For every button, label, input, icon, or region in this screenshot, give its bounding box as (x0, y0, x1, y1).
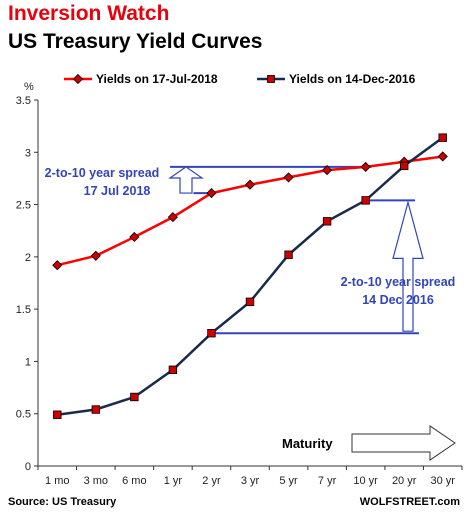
spread-2018-label: 2-to-10 year spread (45, 166, 160, 180)
y-tick-label: 1.5 (16, 304, 31, 316)
data-point-2016 (438, 133, 447, 142)
legend-label-2018: Yields on 17-Jul-2018 (96, 72, 218, 86)
x-tick-label: 3 mo (84, 475, 108, 487)
data-point-2018 (90, 250, 101, 261)
maturity-arrow (351, 425, 456, 461)
y-axis-unit: % (24, 81, 34, 93)
spread-2016-label: 2-to-10 year spread (341, 275, 456, 289)
data-point-2018 (360, 161, 371, 172)
data-point-2018 (437, 151, 448, 162)
x-tick-label: 5 yr (279, 475, 298, 487)
x-tick-label: 20 yr (392, 475, 417, 487)
data-point-2018 (206, 188, 217, 199)
data-point-2016 (130, 392, 139, 402)
data-point-2018 (167, 212, 178, 223)
data-point-2018 (244, 179, 256, 190)
data-point-2016 (322, 217, 332, 226)
chart-subtitle: US Treasury Yield Curves (8, 30, 263, 53)
data-point-2018 (322, 164, 333, 176)
spread-2016-date: 14 Dec 2016 (362, 293, 434, 307)
x-tick-label: 7 yr (318, 475, 337, 487)
data-point-2018 (52, 260, 63, 271)
legend-marker-2018 (72, 73, 84, 85)
data-point-2018 (283, 172, 294, 183)
x-tick-label: 10 yr (353, 475, 378, 487)
x-tick-label: 1 mo (45, 475, 69, 487)
maturity-label: Maturity (282, 436, 333, 451)
y-tick-label: 2 (25, 252, 31, 264)
spread-2018-date: 17 Jul 2018 (84, 184, 151, 198)
y-tick-label: 1 (25, 356, 31, 368)
data-point-2018 (129, 231, 140, 243)
data-point-2016 (361, 196, 370, 205)
y-tick-label: 0 (25, 461, 31, 473)
y-tick-label: 0.5 (16, 409, 31, 421)
y-tick-label: 3.5 (16, 95, 31, 107)
data-point-2016 (168, 365, 178, 374)
y-tick-label: 2.5 (16, 200, 31, 212)
data-point-2016 (284, 250, 293, 259)
data-point-2016 (91, 405, 101, 414)
chart-title: Inversion Watch (8, 2, 170, 25)
y-tick-label: 3 (25, 147, 31, 159)
data-point-2016 (245, 297, 255, 307)
x-tick-label: 2 yr (202, 475, 221, 487)
x-tick-label: 3 yr (241, 475, 260, 487)
data-point-2016 (207, 328, 216, 338)
legend-label-2016: Yields on 14-Dec-2016 (289, 72, 416, 86)
spread-2018-arrow (168, 166, 204, 194)
x-tick-label: 6 mo (122, 475, 146, 487)
data-point-2016 (399, 161, 409, 171)
x-tick-label: 1 yr (164, 475, 183, 487)
spread-2016-arrow (392, 200, 424, 332)
source-note: Source: US Treasury (8, 496, 117, 508)
legend-marker-2016 (267, 75, 275, 83)
data-point-2016 (53, 410, 62, 419)
x-tick-label: 30 yr (430, 475, 455, 487)
credit-note: WOLFSTREET.com (359, 496, 460, 508)
